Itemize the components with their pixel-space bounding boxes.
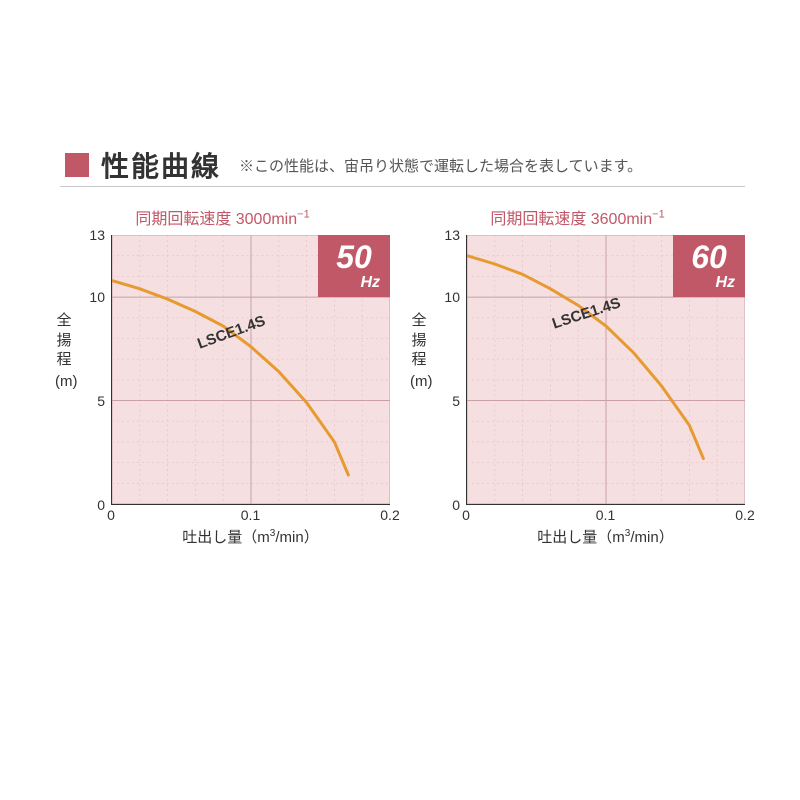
section-title: 性能曲線 (101, 145, 221, 185)
y-tick-label: 5 (97, 393, 105, 409)
y-tick-label: 5 (452, 393, 460, 409)
y-tick-label: 0 (97, 497, 105, 513)
section-note: ※この性能は、宙吊り状態で運転した場合を表しています。 (239, 155, 642, 176)
x-axis-label: 吐出し量（m3/min） (111, 526, 390, 547)
y-tick-label: 0 (452, 497, 460, 513)
x-tick-label: 0.2 (735, 507, 754, 523)
plot-area: 50HzLSCE1.4S (111, 235, 390, 505)
performance-curve (467, 256, 703, 459)
section-header: 性能曲線 ※この性能は、宙吊り状態で運転した場合を表しています。 (65, 145, 745, 185)
chart-frame: 全揚程(m)05101360HzLSCE1.4S00.10.2吐出し量（m3/m… (410, 235, 745, 545)
chart-50hz: 同期回転速度 3000min−1 全揚程(m) 0 5 10 13 50HzLSCE1.4S… (55, 205, 390, 545)
y-tick-label: 13 (444, 227, 460, 243)
y-axis-label: 全揚程(m) (55, 311, 73, 391)
x-tick-label: 0.1 (596, 507, 615, 523)
y-tick-label: 10 (89, 289, 105, 305)
x-axis-label: 吐出し量（m3/min） (466, 526, 745, 547)
hz-badge: 50Hz (318, 235, 390, 297)
y-tick-labels: 051013 (79, 235, 105, 505)
hz-badge: 60Hz (673, 235, 745, 297)
y-tick-labels: 051013 (434, 235, 460, 505)
y-tick-label: 10 (444, 289, 460, 305)
chart-60hz: 同期回転速度 3600min−1 全揚程(m) 0 5 10 13 60HzLSCE1.4S… (410, 205, 745, 545)
chart-subtitle: 同期回転速度 3000min−1 (55, 205, 390, 229)
header-rule (60, 186, 745, 187)
chart-subtitle: 同期回転速度 3600min−1 (410, 205, 745, 229)
x-tick-labels: 00.10.2 (466, 507, 745, 525)
x-tick-label: 0.2 (380, 507, 399, 523)
charts-row: 同期回転速度 3000min−1 全揚程(m) 0 5 10 13 50HzLSCE1.4S… (55, 205, 745, 545)
x-tick-label: 0.1 (241, 507, 260, 523)
header-marker-icon (65, 153, 89, 177)
y-tick-label: 13 (89, 227, 105, 243)
performance-curve (112, 281, 348, 475)
x-tick-labels: 00.10.2 (111, 507, 390, 525)
x-tick-label: 0 (107, 507, 115, 523)
x-tick-label: 0 (462, 507, 470, 523)
y-axis-label: 全揚程(m) (410, 311, 428, 391)
plot-area: 60HzLSCE1.4S (466, 235, 745, 505)
chart-frame: 全揚程(m)05101350HzLSCE1.4S00.10.2吐出し量（m3/m… (55, 235, 390, 545)
